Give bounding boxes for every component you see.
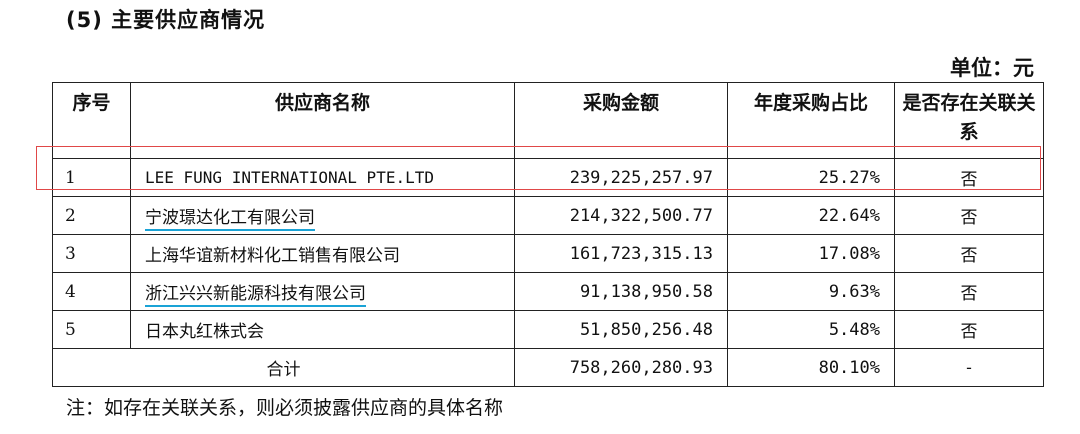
row-supplier-name: 日本丸红株式会 xyxy=(130,310,515,349)
table-header-row: 序号 供应商名称 采购金额 年度采购占比 是否存在关联关系 xyxy=(52,82,1044,159)
row-related: 否 xyxy=(894,196,1044,235)
table-row: 2 宁波璟达化工有限公司 214,322,500.77 22.64% 否 xyxy=(52,196,1044,235)
footnote: 注：如存在关联关系，则必须披露供应商的具体名称 xyxy=(66,397,504,419)
row-related: 否 xyxy=(894,158,1044,197)
header-amount: 采购金额 xyxy=(514,82,728,159)
supplier-table: 序号 供应商名称 采购金额 年度采购占比 是否存在关联关系 1 LEE FUNG… xyxy=(52,82,1044,387)
row-amount: 239,225,257.97 xyxy=(514,158,728,197)
total-label: 合计 xyxy=(52,348,515,387)
row-share: 22.64% xyxy=(727,196,895,235)
supplier-name-link[interactable]: 宁波璟达化工有限公司 xyxy=(145,208,315,231)
row-amount: 51,850,256.48 xyxy=(514,310,728,349)
header-related: 是否存在关联关系 xyxy=(894,82,1044,159)
header-index: 序号 xyxy=(52,82,131,159)
row-index: 5 xyxy=(52,310,131,349)
total-share: 80.10% xyxy=(727,348,895,387)
row-supplier-name: LEE FUNG INTERNATIONAL PTE.LTD xyxy=(130,158,515,197)
row-index: 4 xyxy=(52,272,131,311)
unit-label: 单位：元 xyxy=(950,56,1034,80)
row-share: 5.48% xyxy=(727,310,895,349)
total-row: 合计 758,260,280.93 80.10% - xyxy=(52,348,1044,387)
total-related: - xyxy=(894,348,1044,387)
table-row: 4 浙江兴兴新能源科技有限公司 91,138,950.58 9.63% 否 xyxy=(52,272,1044,311)
row-index: 3 xyxy=(52,234,131,273)
supplier-name-text: 日本丸红株式会 xyxy=(145,322,264,342)
row-amount: 91,138,950.58 xyxy=(514,272,728,311)
supplier-name-text: 上海华谊新材料化工销售有限公司 xyxy=(145,246,400,266)
row-share: 17.08% xyxy=(727,234,895,273)
header-supplier-name: 供应商名称 xyxy=(130,82,515,159)
row-related: 否 xyxy=(894,310,1044,349)
row-index: 2 xyxy=(52,196,131,235)
row-amount: 214,322,500.77 xyxy=(514,196,728,235)
row-share: 9.63% xyxy=(727,272,895,311)
row-index: 1 xyxy=(52,158,131,197)
row-share: 25.27% xyxy=(727,158,895,197)
supplier-name-link[interactable]: 浙江兴兴新能源科技有限公司 xyxy=(145,284,366,307)
supplier-name-text: LEE FUNG INTERNATIONAL PTE.LTD xyxy=(145,167,434,187)
row-related: 否 xyxy=(894,272,1044,311)
table-row: 3 上海华谊新材料化工销售有限公司 161,723,315.13 17.08% … xyxy=(52,234,1044,273)
table-row: 5 日本丸红株式会 51,850,256.48 5.48% 否 xyxy=(52,310,1044,349)
row-amount: 161,723,315.13 xyxy=(514,234,728,273)
header-share: 年度采购占比 xyxy=(727,82,895,159)
total-amount: 758,260,280.93 xyxy=(514,348,728,387)
row-supplier-name: 宁波璟达化工有限公司 xyxy=(130,196,515,235)
table-row: 1 LEE FUNG INTERNATIONAL PTE.LTD 239,225… xyxy=(52,158,1044,197)
row-related: 否 xyxy=(894,234,1044,273)
section-heading: (5) 主要供应商情况 xyxy=(66,8,266,32)
row-supplier-name: 浙江兴兴新能源科技有限公司 xyxy=(130,272,515,311)
row-supplier-name: 上海华谊新材料化工销售有限公司 xyxy=(130,234,515,273)
